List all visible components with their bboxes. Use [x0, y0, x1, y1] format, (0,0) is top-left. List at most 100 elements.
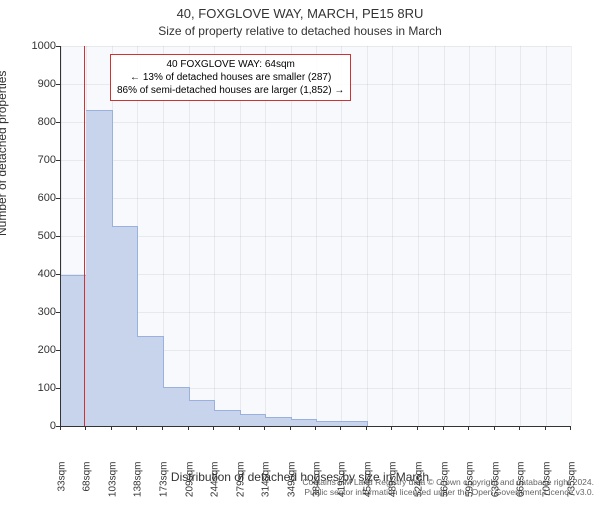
xtick-mark — [391, 426, 392, 430]
xtick-mark — [494, 426, 495, 430]
xtick-label: 665sqm — [516, 462, 527, 512]
gridline-v — [265, 46, 266, 426]
xtick-mark — [545, 426, 546, 430]
plot-area — [60, 46, 571, 427]
annotation-line: ← 13% of detached houses are smaller (28… — [117, 71, 344, 84]
xtick-label: 103sqm — [107, 462, 118, 512]
xtick-label: 735sqm — [567, 462, 578, 512]
annotation-line: 40 FOXGLOVE WAY: 64sqm — [117, 58, 344, 71]
gridline-v — [240, 46, 241, 426]
xtick-label: 244sqm — [210, 462, 221, 512]
xtick-label: 700sqm — [541, 462, 552, 512]
ytick-mark — [56, 160, 60, 161]
xtick-label: 489sqm — [388, 462, 399, 512]
xtick-mark — [417, 426, 418, 430]
xtick-mark — [162, 426, 163, 430]
xtick-label: 314sqm — [261, 462, 272, 512]
gridline-v — [392, 46, 393, 426]
gridline-v — [291, 46, 292, 426]
xtick-mark — [519, 426, 520, 430]
histogram-bar — [291, 419, 317, 426]
histogram-bar — [240, 414, 266, 426]
ytick-label: 900 — [16, 78, 56, 90]
gridline-v — [189, 46, 190, 426]
xtick-label: 33sqm — [57, 462, 68, 512]
ytick-label: 500 — [16, 230, 56, 242]
xtick-label: 349sqm — [286, 462, 297, 512]
gridline-v — [367, 46, 368, 426]
gridline-v — [444, 46, 445, 426]
xtick-label: 560sqm — [439, 462, 450, 512]
annotation-box: 40 FOXGLOVE WAY: 64sqm← 13% of detached … — [110, 54, 351, 101]
histogram-bar — [163, 387, 190, 426]
ytick-label: 200 — [16, 344, 56, 356]
histogram-bar — [265, 417, 291, 426]
ytick-label: 700 — [16, 154, 56, 166]
gridline-v — [520, 46, 521, 426]
ytick-label: 400 — [16, 268, 56, 280]
histogram-bar — [86, 110, 112, 426]
ytick-label: 600 — [16, 192, 56, 204]
gridline-v — [418, 46, 419, 426]
xtick-mark — [340, 426, 341, 430]
xtick-label: 595sqm — [465, 462, 476, 512]
xtick-mark — [60, 426, 61, 430]
ytick-mark — [56, 312, 60, 313]
marker-line — [84, 46, 85, 426]
xtick-mark — [366, 426, 367, 430]
gridline-v — [546, 46, 547, 426]
ytick-mark — [56, 350, 60, 351]
xtick-mark — [239, 426, 240, 430]
xtick-mark — [315, 426, 316, 430]
ytick-mark — [56, 236, 60, 237]
ytick-label: 300 — [16, 306, 56, 318]
chart-container: 40, FOXGLOVE WAY, MARCH, PE15 8RU Size o… — [0, 0, 600, 500]
xtick-label: 68sqm — [82, 462, 93, 512]
xtick-label: 384sqm — [312, 462, 323, 512]
ytick-mark — [56, 122, 60, 123]
gridline-v — [341, 46, 342, 426]
gridline-v — [316, 46, 317, 426]
xtick-label: 630sqm — [490, 462, 501, 512]
xtick-label: 279sqm — [235, 462, 246, 512]
xtick-mark — [136, 426, 137, 430]
gridline-v — [571, 46, 572, 426]
histogram-bar — [137, 336, 163, 426]
xtick-label: 209sqm — [184, 462, 195, 512]
histogram-bar — [341, 421, 367, 426]
ytick-label: 0 — [16, 420, 56, 432]
chart-subtitle: Size of property relative to detached ho… — [0, 24, 600, 38]
histogram-bar — [214, 410, 240, 426]
xtick-mark — [213, 426, 214, 430]
ytick-label: 1000 — [16, 40, 56, 52]
xtick-label: 454sqm — [362, 462, 373, 512]
gridline-v — [214, 46, 215, 426]
xtick-mark — [188, 426, 189, 430]
ytick-mark — [56, 388, 60, 389]
xtick-mark — [85, 426, 86, 430]
ytick-label: 800 — [16, 116, 56, 128]
ytick-label: 100 — [16, 382, 56, 394]
ytick-mark — [56, 198, 60, 199]
histogram-bar — [189, 400, 215, 426]
xtick-label: 173sqm — [158, 462, 169, 512]
xtick-mark — [468, 426, 469, 430]
xtick-label: 138sqm — [133, 462, 144, 512]
xtick-mark — [290, 426, 291, 430]
chart-title: 40, FOXGLOVE WAY, MARCH, PE15 8RU — [0, 6, 600, 21]
xtick-mark — [264, 426, 265, 430]
ytick-mark — [56, 46, 60, 47]
xtick-mark — [570, 426, 571, 430]
xtick-mark — [111, 426, 112, 430]
xtick-mark — [443, 426, 444, 430]
annotation-line: 86% of semi-detached houses are larger (… — [117, 84, 344, 97]
gridline-v — [469, 46, 470, 426]
xtick-label: 419sqm — [337, 462, 348, 512]
ytick-mark — [56, 274, 60, 275]
gridline-v — [495, 46, 496, 426]
xtick-label: 524sqm — [413, 462, 424, 512]
histogram-bar — [316, 421, 342, 426]
ytick-mark — [56, 84, 60, 85]
y-axis-label: Number of detached properties — [0, 71, 9, 236]
histogram-bar — [112, 226, 138, 427]
